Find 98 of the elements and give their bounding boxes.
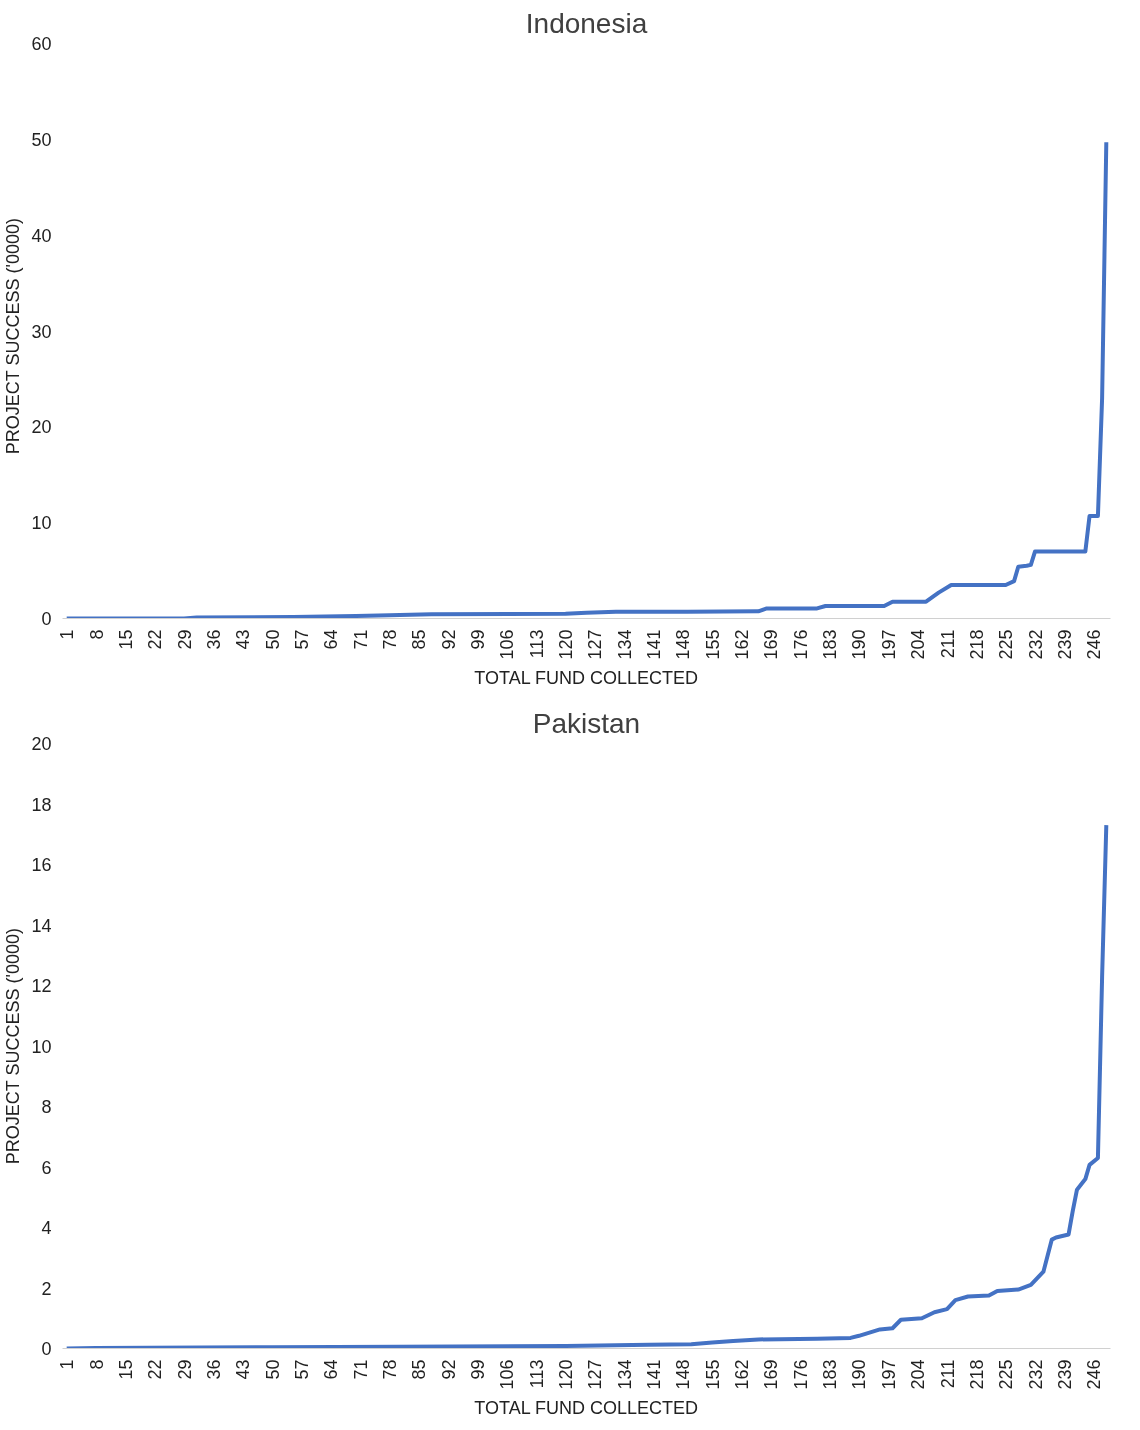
x-tick-label: 113 (526, 1359, 547, 1389)
y-tick-label: 0 (41, 1339, 52, 1359)
x-tick-label: 148 (673, 1359, 694, 1390)
y-tick-label: 10 (31, 513, 52, 534)
x-tick-label: 106 (497, 629, 518, 660)
x-tick-label: 92 (438, 629, 459, 650)
x-tick-label: 204 (908, 1359, 929, 1390)
x-tick-label: 106 (497, 1359, 518, 1390)
x-tick-label: 141 (644, 1359, 665, 1390)
x-tick-label: 183 (820, 1359, 841, 1390)
x-tick-label: 8 (86, 1359, 107, 1370)
x-tick-label: 169 (761, 629, 782, 660)
x-tick-label: 71 (350, 1359, 371, 1380)
line-series (64, 823, 1109, 1349)
y-tick-label: 16 (31, 855, 52, 875)
x-axis-title: TOTAL FUND COLLECTED (474, 667, 699, 688)
y-tick-label: 20 (31, 734, 52, 754)
x-tick-label: 246 (1084, 1359, 1105, 1390)
chart-title: Pakistan (532, 707, 641, 739)
x-tick-label: 8 (86, 629, 107, 640)
x-tick-label: 43 (233, 629, 254, 650)
line-series (64, 140, 1109, 619)
x-tick-label: 239 (1054, 629, 1075, 660)
x-tick-label: 225 (996, 1359, 1017, 1390)
x-tick-label: 50 (262, 629, 283, 650)
x-tick-label: 211 (937, 1359, 958, 1389)
x-tick-label: 211 (937, 629, 958, 659)
x-tick-label: 232 (1025, 1359, 1046, 1390)
x-tick-label: 36 (203, 629, 224, 650)
x-tick-label: 239 (1054, 1359, 1075, 1390)
x-tick-label: 176 (790, 629, 811, 660)
x-tick-label: 197 (878, 1359, 899, 1390)
y-tick-label: 60 (31, 34, 52, 54)
x-tick-label: 169 (761, 1359, 782, 1390)
x-tick-label: 57 (291, 1359, 312, 1380)
x-tick-label: 141 (644, 629, 665, 660)
x-tick-label: 85 (409, 629, 430, 650)
x-tick-label: 155 (702, 1359, 723, 1390)
x-tick-label: 99 (468, 629, 489, 650)
x-tick-label: 64 (321, 1359, 342, 1380)
y-tick-label: 10 (31, 1036, 52, 1057)
y-tick-label: 18 (31, 794, 52, 815)
x-tick-label: 232 (1025, 629, 1046, 660)
y-tick-label: 14 (31, 915, 52, 936)
x-tick-label: 218 (966, 629, 987, 660)
y-tick-label: 30 (31, 321, 52, 342)
x-tick-label: 15 (115, 629, 136, 650)
y-tick-label: 40 (31, 225, 52, 246)
y-tick-label: 0 (41, 609, 52, 629)
y-tick-label: 8 (41, 1097, 52, 1117)
x-tick-label: 15 (115, 1359, 136, 1380)
x-tick-label: 57 (291, 629, 312, 650)
x-tick-label: 1 (57, 1359, 78, 1370)
x-tick-label: 246 (1084, 629, 1105, 660)
y-tick-label: 20 (31, 417, 52, 438)
y-tick-label: 4 (41, 1218, 52, 1238)
x-tick-label: 78 (379, 629, 400, 650)
chart-title: Indonesia (525, 7, 648, 39)
y-axis-title: PROJECT SUCCESS ('0000) (3, 218, 24, 455)
x-tick-label: 43 (233, 1359, 254, 1380)
x-tick-label: 134 (614, 1359, 635, 1390)
y-axis-title: PROJECT SUCCESS ('0000) (3, 928, 24, 1165)
y-tick-label: 6 (41, 1157, 52, 1178)
x-tick-label: 64 (321, 629, 342, 650)
x-tick-label: 134 (614, 629, 635, 660)
x-tick-label: 120 (556, 629, 577, 660)
x-tick-label: 36 (203, 1359, 224, 1380)
x-tick-label: 197 (878, 629, 899, 660)
x-axis-title: TOTAL FUND COLLECTED (474, 1397, 699, 1418)
x-tick-label: 22 (145, 1359, 166, 1380)
x-tick-label: 92 (438, 1359, 459, 1380)
x-tick-label: 162 (732, 629, 753, 660)
y-tick-label: 12 (31, 976, 52, 996)
x-tick-label: 162 (732, 1359, 753, 1390)
x-tick-label: 155 (702, 629, 723, 660)
y-tick-label: 2 (41, 1278, 52, 1299)
x-tick-label: 29 (174, 629, 195, 650)
y-tick-label: 50 (31, 129, 52, 150)
x-tick-label: 190 (849, 629, 870, 660)
x-tick-label: 50 (262, 1359, 283, 1380)
x-tick-label: 204 (908, 629, 929, 660)
x-tick-label: 29 (174, 1359, 195, 1380)
x-tick-label: 127 (585, 1359, 606, 1390)
x-tick-label: 22 (145, 629, 166, 650)
x-tick-label: 85 (409, 1359, 430, 1380)
x-tick-label: 71 (350, 629, 371, 650)
x-tick-label: 190 (849, 1359, 870, 1390)
x-tick-label: 1 (57, 629, 78, 640)
x-tick-label: 120 (556, 1359, 577, 1390)
x-tick-label: 225 (996, 629, 1017, 660)
x-tick-label: 218 (966, 1359, 987, 1390)
x-tick-label: 113 (526, 629, 547, 659)
x-tick-label: 99 (468, 1359, 489, 1380)
x-tick-label: 127 (585, 629, 606, 660)
x-tick-label: 148 (673, 629, 694, 660)
x-tick-label: 78 (379, 1359, 400, 1380)
x-tick-label: 176 (790, 1359, 811, 1390)
x-tick-label: 183 (820, 629, 841, 660)
